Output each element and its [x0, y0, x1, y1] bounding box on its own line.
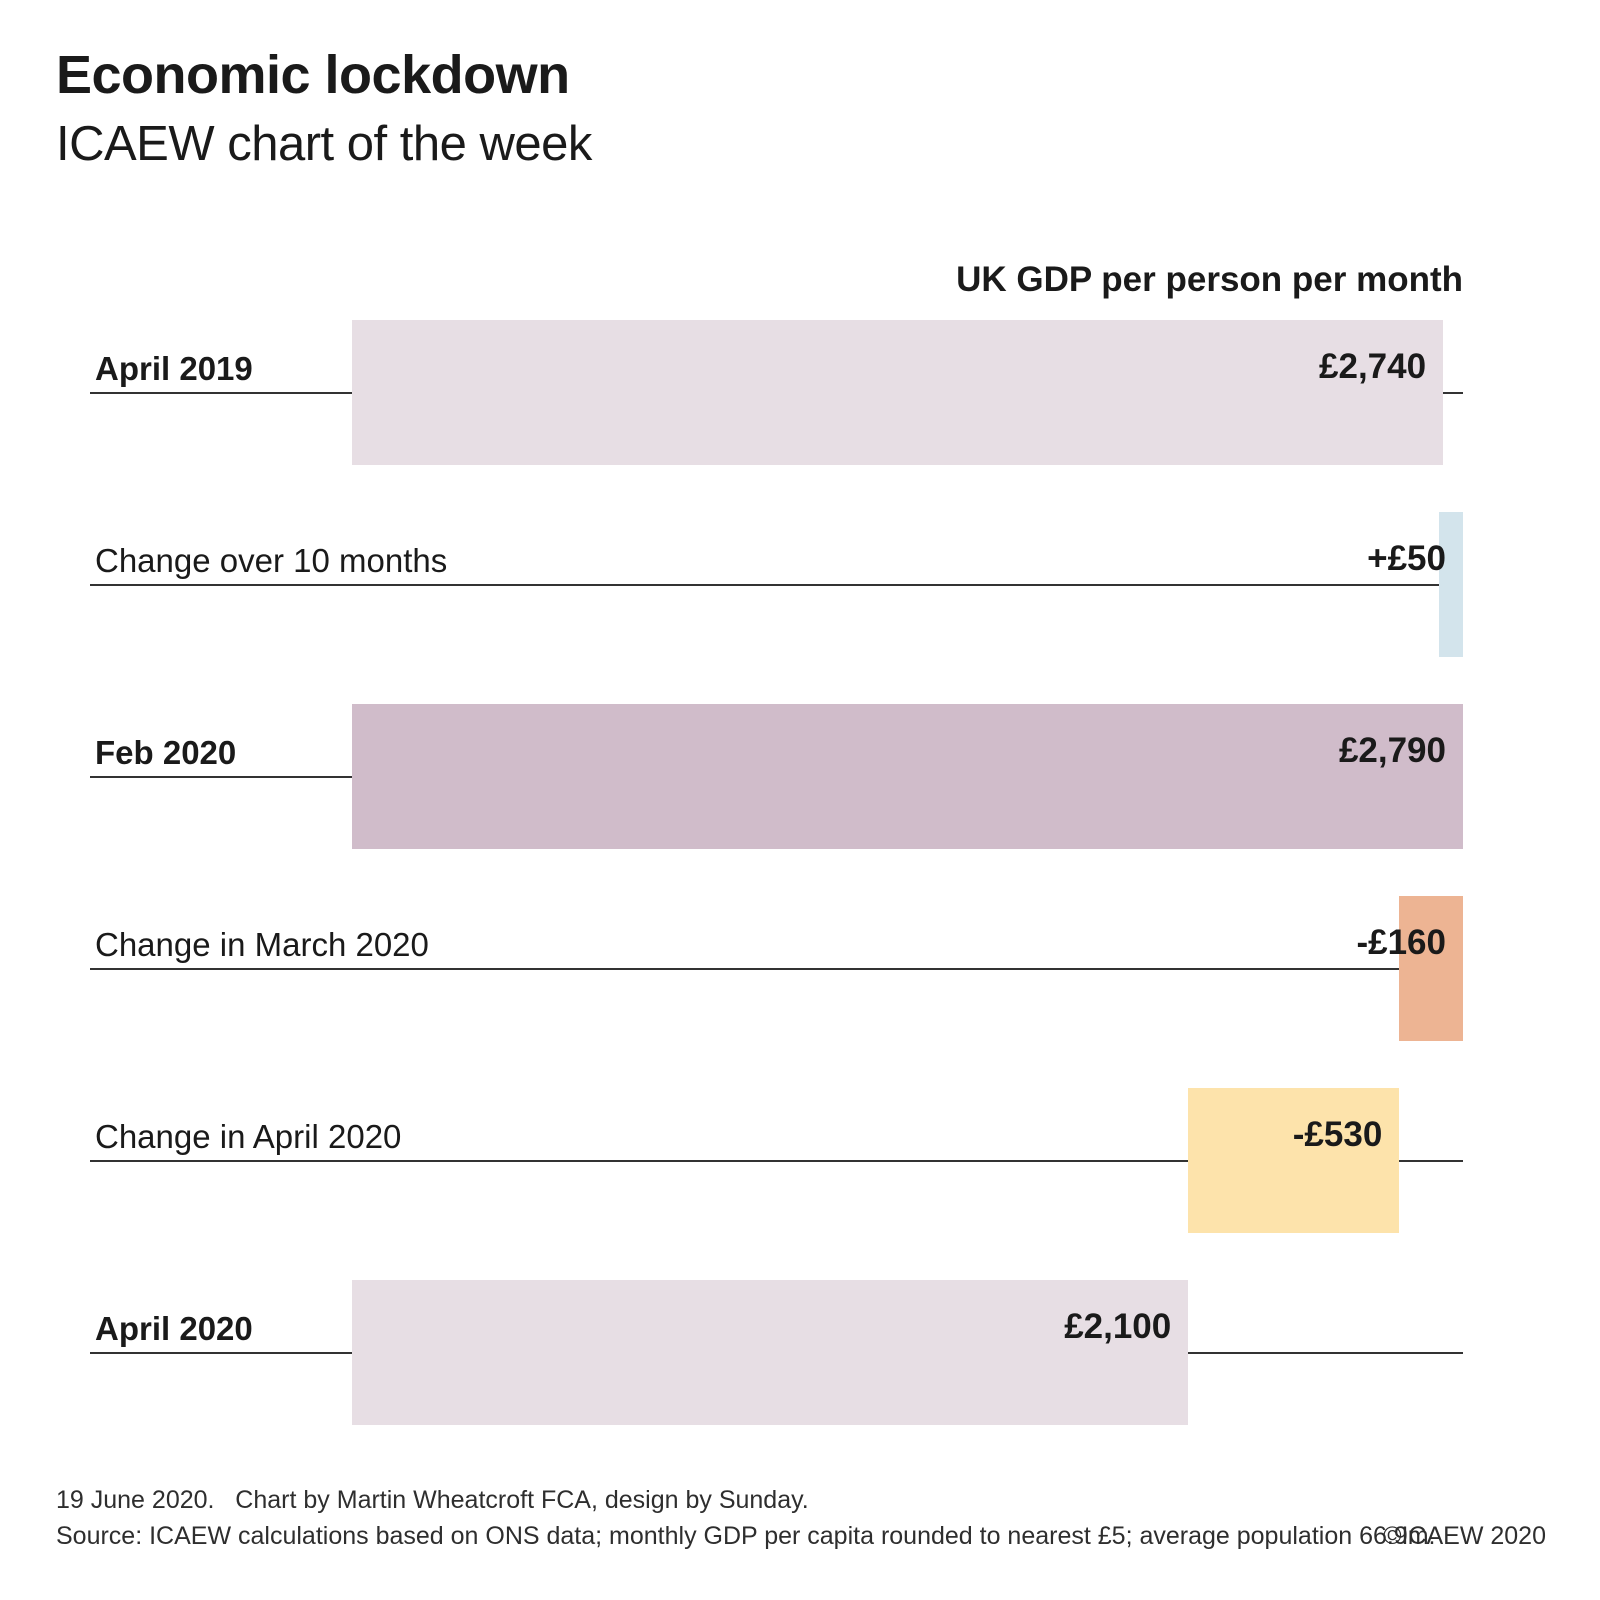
footer-credit: 19 June 2020. Chart by Martin Wheatcroft… [56, 1486, 809, 1514]
row-line-left-april-2019 [90, 392, 352, 394]
footer-source: Source: ICAEW calculations based on ONS … [56, 1522, 1436, 1550]
row-line-right-change-in-april-2020 [1399, 1160, 1463, 1162]
bar-april-2019 [352, 320, 1444, 465]
bar-change-in-april-2020 [1188, 1088, 1400, 1233]
row-value-april-2020: £2,100 [1064, 1307, 1172, 1346]
row-label-change-in-april-2020: Change in April 2020 [95, 1118, 402, 1155]
bar-change-in-march-2020 [1399, 896, 1463, 1041]
row-line-left-feb-2020 [90, 776, 352, 778]
row-label-april-2019: April 2019 [95, 350, 253, 387]
row-line-left-change-over-10-months [90, 584, 1439, 586]
row-line-left-change-in-march-2020 [90, 968, 1400, 970]
row-line-left-change-in-april-2020 [90, 1160, 1189, 1162]
row-label-change-over-10-months: Change over 10 months [95, 542, 448, 579]
row-value-feb-2020: £2,790 [1338, 731, 1446, 770]
row-value-change-in-march-2020: -£160 [1356, 923, 1446, 962]
row-line-right-april-2019 [1443, 392, 1463, 394]
row-line-left-april-2020 [90, 1352, 352, 1354]
bar-change-over-10-months [1439, 512, 1463, 657]
row-value-april-2019: £2,740 [1319, 347, 1427, 386]
chart-title: Economic lockdown [56, 45, 570, 105]
row-line-right-april-2020 [1188, 1352, 1463, 1354]
row-label-change-in-march-2020: Change in March 2020 [95, 926, 429, 963]
chart-subtitle: ICAEW chart of the week [56, 117, 592, 171]
footer-copyright: ©ICAEW 2020 [1383, 1522, 1546, 1550]
bar-april-2020 [352, 1280, 1189, 1425]
axis-title: UK GDP per person per month [956, 260, 1463, 299]
row-label-april-2020: April 2020 [95, 1310, 253, 1347]
row-value-change-in-april-2020: -£530 [1292, 1115, 1383, 1154]
row-label-feb-2020: Feb 2020 [95, 734, 237, 771]
bar-feb-2020 [352, 704, 1463, 849]
row-value-change-over-10-months: +£50 [1367, 539, 1446, 578]
